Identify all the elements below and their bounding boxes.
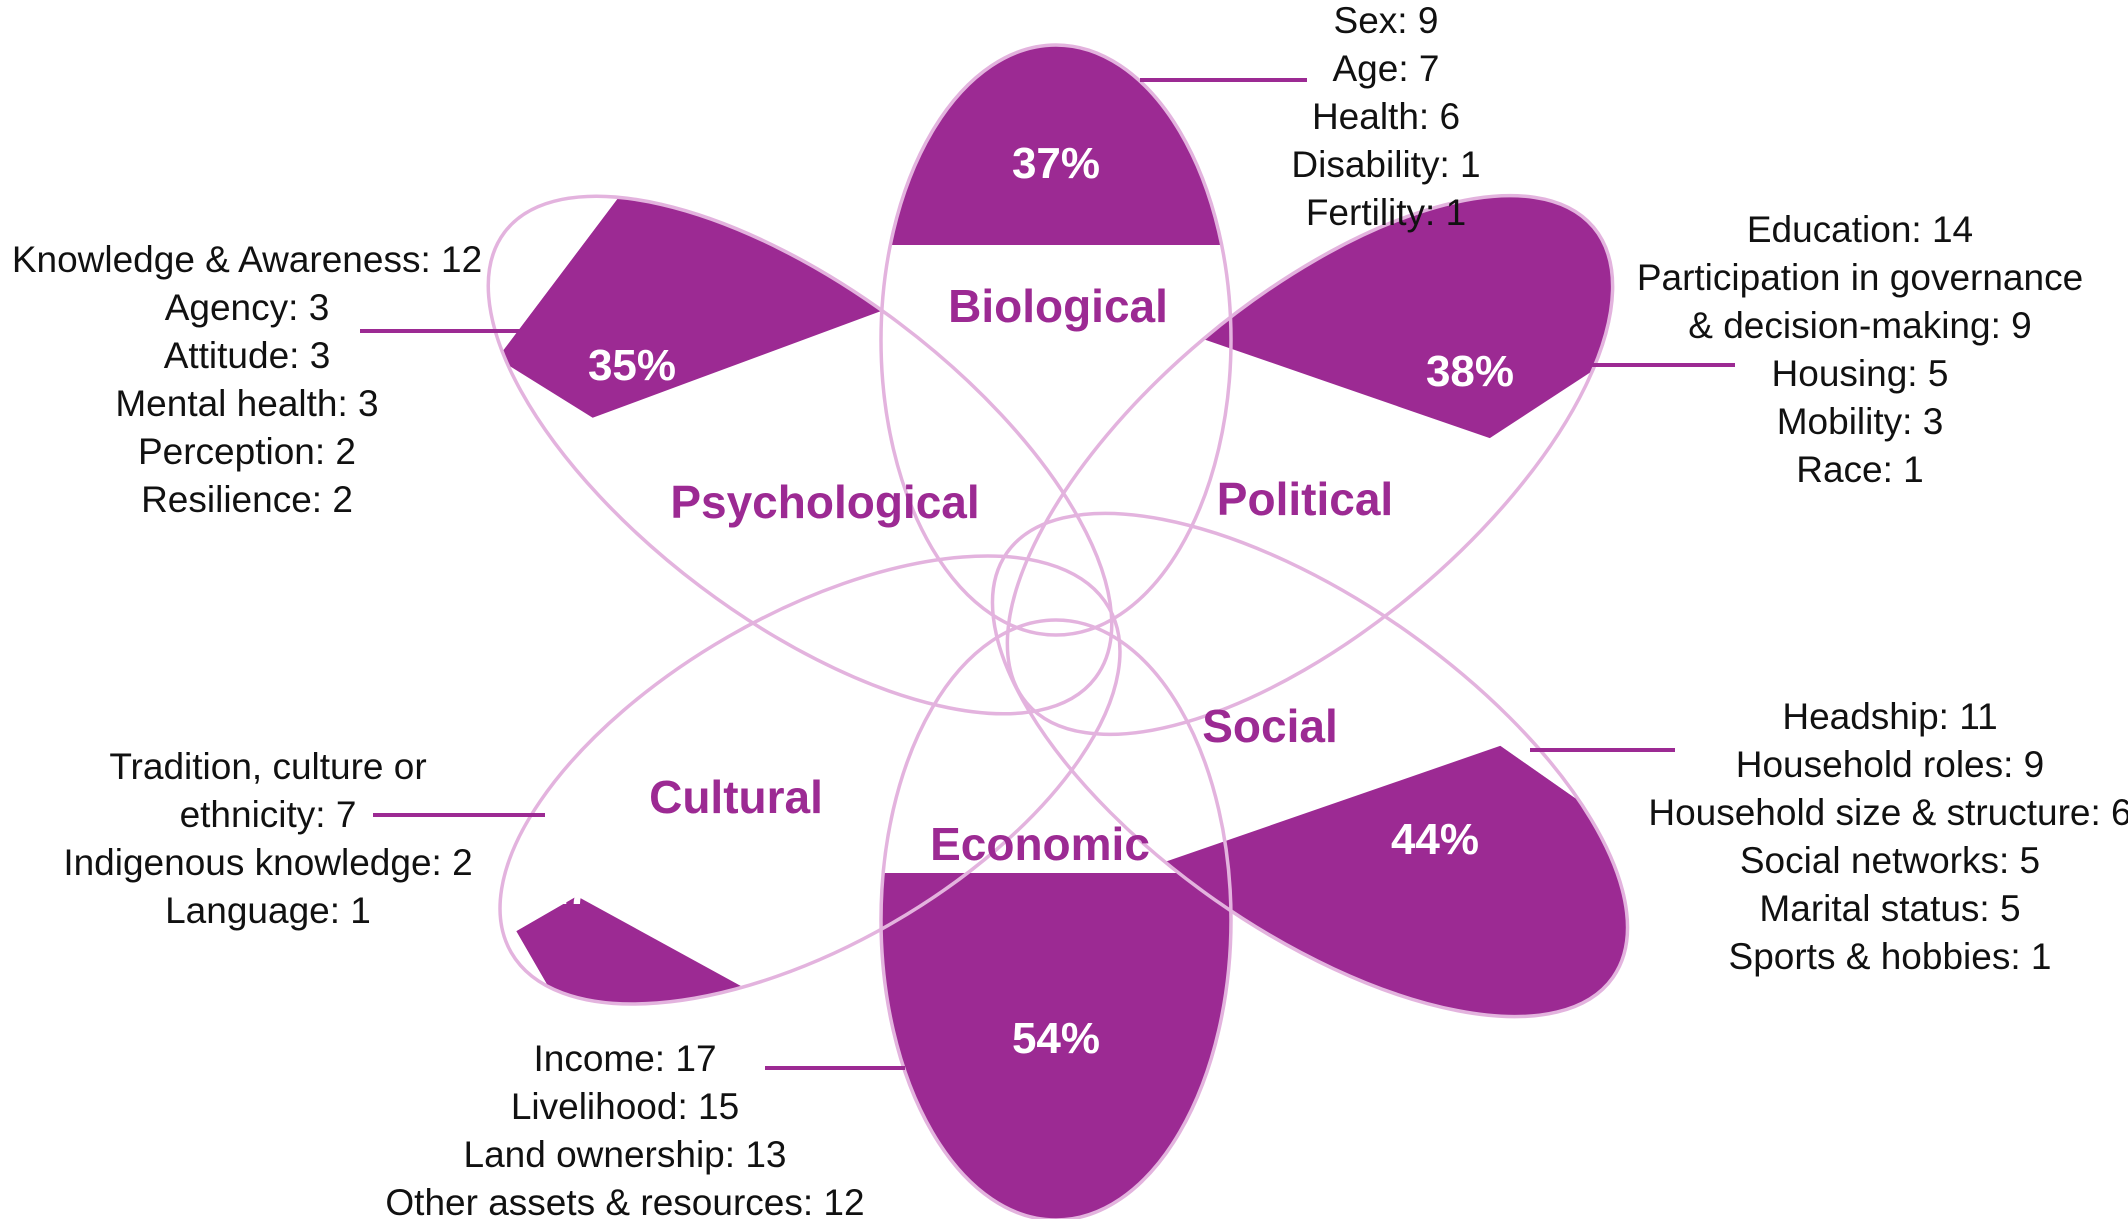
factor-item: Headship: 11: [1782, 696, 1997, 737]
domain-labels: Biological Political Social Economic Cul…: [649, 280, 1393, 870]
factor-item: Perception: 2: [138, 431, 356, 472]
factor-item: Household size & structure: 6: [1648, 792, 2128, 833]
factor-item: Other assets & resources: 12: [385, 1182, 864, 1219]
psychological-petal: [486, 194, 1114, 716]
factor-item: Livelihood: 15: [511, 1086, 739, 1127]
factor-item: Housing: 5: [1772, 353, 1949, 394]
cultural-petal: [498, 554, 1122, 1006]
factor-item: Resilience: 2: [141, 479, 353, 520]
economic-domain-label: Economic: [930, 818, 1150, 870]
factor-list-economic: Income: 17 Livelihood: 15 Land ownership…: [385, 1038, 864, 1219]
political-petal: [1005, 193, 1615, 737]
factor-item: Tradition, culture or: [109, 746, 426, 787]
factor-item: Disability: 1: [1291, 144, 1480, 185]
psychological-domain-label: Psychological: [670, 476, 979, 528]
biological-domain-label: Biological: [948, 280, 1168, 332]
political-percent: 38%: [1426, 347, 1514, 396]
factor-list-psychological: Knowledge & Awareness: 12 Agency: 3 Atti…: [12, 239, 482, 520]
factor-item: Attitude: 3: [164, 335, 331, 376]
factor-item: Indigenous knowledge: 2: [63, 842, 472, 883]
factor-item: Race: 1: [1796, 449, 1924, 490]
factor-list-political: Education: 14 Participation in governanc…: [1637, 209, 2083, 490]
political-domain-label: Political: [1217, 473, 1393, 525]
petal-outlines: [486, 43, 1630, 1219]
percent-labels: 37% 38% 44% 54% 17% 35%: [543, 139, 1514, 1063]
factor-item: Agency: 3: [165, 287, 330, 328]
factor-list-cultural: Tradition, culture or ethnicity: 7 Indig…: [63, 746, 472, 931]
factor-item: Fertility: 1: [1306, 192, 1466, 233]
factor-list-biological: Sex: 9 Age: 7 Health: 6 Disability: 1 Fe…: [1291, 0, 1480, 233]
economic-percent: 54%: [1012, 1014, 1100, 1063]
factor-list-social: Headship: 11 Household roles: 9 Househol…: [1648, 696, 2128, 977]
economic-petal: [879, 618, 1233, 1219]
psychological-percent: 35%: [588, 341, 676, 390]
cultural-percent: 17%: [543, 865, 631, 914]
economic-fill: [881, 873, 1231, 1219]
factor-item: Social networks: 5: [1740, 840, 2040, 881]
factor-item: Sex: 9: [1334, 0, 1439, 41]
factor-item: Marital status: 5: [1759, 888, 2020, 929]
factor-item: & decision-making: 9: [1688, 305, 2031, 346]
factor-item: ethnicity: 7: [180, 794, 357, 835]
factor-item: Age: 7: [1333, 48, 1440, 89]
factor-item: Language: 1: [165, 890, 371, 931]
factor-item: Health: 6: [1312, 96, 1460, 137]
factor-item: Land ownership: 13: [464, 1134, 787, 1175]
factor-item: Income: 17: [533, 1038, 716, 1079]
factor-item: Education: 14: [1747, 209, 1973, 250]
factor-item: Knowledge & Awareness: 12: [12, 239, 482, 280]
cultural-domain-label: Cultural: [649, 771, 823, 823]
social-percent: 44%: [1391, 815, 1479, 864]
factor-item: Sports & hobbies: 1: [1729, 936, 2052, 977]
leader-lines: [360, 78, 1735, 1070]
biological-fill: [890, 45, 1222, 245]
biological-petal: [879, 43, 1233, 637]
biological-percent: 37%: [1012, 139, 1100, 188]
social-domain-label: Social: [1202, 700, 1338, 752]
factor-item: Mental health: 3: [115, 383, 378, 424]
social-petal: [990, 511, 1630, 1019]
factor-item: Household roles: 9: [1736, 744, 2045, 785]
factor-item: Participation in governance: [1637, 257, 2083, 298]
factor-item: Mobility: 3: [1777, 401, 1944, 442]
